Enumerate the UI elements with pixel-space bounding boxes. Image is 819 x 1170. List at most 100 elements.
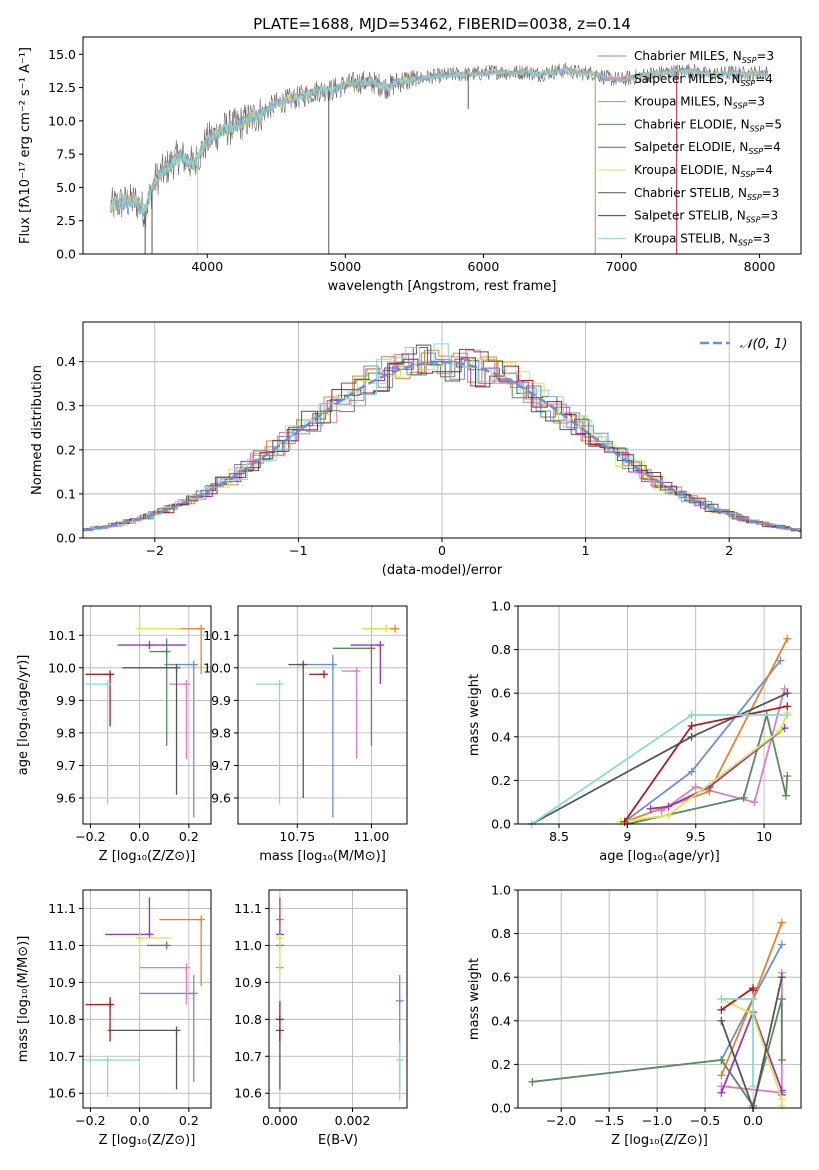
- x-tick-label: 2: [725, 543, 733, 558]
- errorbar-salpeter-miles: [341, 667, 361, 759]
- mass-vs-Z-axes: [83, 890, 211, 1108]
- gaussian-curve: [83, 360, 801, 532]
- errorbar-salpeter-elodie: [117, 641, 187, 650]
- mass-vs-EBV-points: [275, 897, 404, 1101]
- massweight-vs-Z-xlabel: Z [log₁₀(Z/Z⊙)]: [611, 1133, 708, 1148]
- errorbar-chabrier-elodie: [149, 638, 171, 746]
- legend-label: Chabrier ELODIE, NSSP=5: [634, 117, 782, 133]
- legend-label: 𝒩(0, 1): [740, 337, 787, 352]
- x-tick-label: 4000: [191, 259, 223, 274]
- errorbar-chabrier-miles: [164, 660, 198, 818]
- y-tick-label: 0.1: [56, 486, 76, 501]
- errorbar-salpeter-miles: [139, 963, 191, 1005]
- x-tick-label: −0.5: [690, 1113, 720, 1128]
- y-tick-label: 15.0: [48, 47, 76, 62]
- y-tick-label: 0.4: [56, 354, 76, 369]
- spectrum-line-chabrier-miles: [110, 66, 768, 217]
- y-tick-label: 9.6: [56, 790, 76, 805]
- histogram-chabrier-miles: [83, 352, 801, 531]
- x-tick-label: 7000: [606, 259, 638, 274]
- errorbar-salpeter-elodie: [350, 641, 385, 685]
- x-tick-label: −2.0: [546, 1113, 576, 1128]
- mass-vs-EBV-xlabel: E(B-V): [318, 1133, 358, 1148]
- y-tick-label: 9.8: [56, 725, 76, 740]
- errorbar-kroupa-elodie: [135, 934, 172, 968]
- x-tick-label: 1: [582, 543, 590, 558]
- massweight-vs-Z-frame: −2.0 −1.5 −1.0 −0.5 0.0 0.0 0.2 0.4 0.6 0.8 1.0 Z […: [467, 883, 802, 1148]
- massweight-vs-Z-axes-frame: [517, 889, 802, 1109]
- mass-vs-EBV-axes-frame: [268, 889, 408, 1109]
- y-tick-label: 10.1: [203, 628, 231, 643]
- y-tick-label: 1.0: [491, 599, 511, 614]
- y-tick-label: 9.8: [211, 725, 231, 740]
- residuals-legend: 𝒩(0, 1): [700, 337, 787, 352]
- y-tick-label: 7.5: [56, 147, 76, 162]
- y-tick-label: 10.6: [234, 1086, 262, 1101]
- y-tick-label: 0.4: [491, 1013, 511, 1028]
- spectrum-line-kroupa-stelib: [110, 67, 768, 215]
- mass-vs-Z-ylabel: mass [log₁₀(M/M⊙)]: [16, 936, 31, 1063]
- y-tick-label: 9.9: [211, 693, 231, 708]
- errorbar-kroupa-elodie: [362, 624, 391, 633]
- series-salpeter-miles: [657, 684, 789, 815]
- errorbar-chabrier-stelib: [288, 660, 308, 798]
- y-tick-label: 11.0: [234, 938, 262, 953]
- y-tick-label: 11.1: [48, 901, 76, 916]
- y-tick-label: 10.0: [48, 113, 76, 128]
- age-vs-Z-ylabel: age [log₁₀(age/yr)]: [16, 655, 31, 776]
- mass-vs-EBV-frame: 0.000 0.002 10.6 10.7 10.8 10.9 11.0 11.1 E(B-V): [234, 889, 408, 1148]
- mass-vs-Z-points: [83, 897, 206, 1097]
- age-vs-Z-xlabel: Z [log₁₀(Z/Z⊙)]: [99, 849, 196, 864]
- y-tick-label: 0.2: [491, 773, 511, 788]
- y-tick-label: 9.6: [211, 790, 231, 805]
- x-tick-label: −0.2: [75, 829, 105, 844]
- errorbar-salpeter-elodie: [105, 897, 154, 939]
- x-tick-label: 5000: [329, 259, 361, 274]
- y-tick-label: 0.8: [491, 926, 511, 941]
- y-tick-label: 10.9: [234, 975, 262, 990]
- y-tick-label: 11.0: [48, 938, 76, 953]
- errorbar-kroupa-miles: [159, 915, 206, 987]
- x-tick-label: −1.5: [594, 1113, 624, 1128]
- y-tick-label: 0.6: [491, 686, 511, 701]
- mass-vs-Z-xlabel: Z [log₁₀(Z/Z⊙)]: [99, 1133, 196, 1148]
- series-salpeter-elodie: [646, 724, 789, 813]
- y-tick-label: 0.2: [491, 1057, 511, 1072]
- y-tick-label: 9.7: [56, 758, 76, 773]
- y-tick-label: 0.3: [56, 398, 76, 413]
- errorbar-salpeter-miles: [169, 680, 191, 759]
- errorbar-chabrier-elodie: [332, 644, 376, 746]
- x-tick-label: 0.2: [179, 829, 199, 844]
- errorbar-kroupa-stelib: [395, 1041, 404, 1101]
- x-tick-label: 0.000: [262, 1113, 298, 1128]
- y-tick-label: 0.6: [491, 970, 511, 985]
- spectrum-frame: 4000 5000 6000 7000 8000 0.0 2.5 5.0 7.5 10.0 12.5…: [18, 36, 802, 294]
- y-tick-label: 10.8: [48, 1012, 76, 1027]
- series-salpeter-elodie: [717, 1008, 786, 1099]
- figure-title: PLATE=1688, MJD=53462, FIBERID=0038, z=0…: [253, 15, 631, 33]
- legend-label: Chabrier MILES, NSSP=3: [634, 49, 774, 65]
- age-vs-mass-points: [255, 624, 400, 818]
- spectrum-legend: Chabrier MILES, NSSP=3 Salpeter MILES, NS…: [598, 49, 782, 247]
- y-tick-label: 9.9: [56, 693, 76, 708]
- spectrum-ylabel: Flux [fλ10⁻¹⁷ erg cm⁻² s⁻¹ A⁻¹]: [18, 47, 33, 244]
- x-tick-label: 8.5: [549, 829, 569, 844]
- massweight-vs-Z-series: [528, 918, 786, 1112]
- errorbar-salpeter-stelib: [309, 670, 328, 679]
- y-tick-label: 10.7: [234, 1049, 262, 1064]
- x-tick-label: −1: [289, 543, 307, 558]
- y-tick-label: 10.1: [48, 628, 76, 643]
- massweight-vs-age-xlabel: age [log₁₀(age/yr)]: [599, 849, 720, 864]
- y-tick-label: 9.7: [211, 758, 231, 773]
- x-tick-label: 0.2: [179, 1113, 199, 1128]
- age-vs-mass-frame: 10.75 11.00 9.6 9.7 9.8 9.9 10.0 10.1 mass [log₁…: [203, 605, 408, 864]
- y-tick-label: 10.0: [203, 660, 231, 675]
- x-tick-label: 10.75: [279, 829, 315, 844]
- x-tick-label: 9: [623, 829, 631, 844]
- legend-label: Salpeter ELODIE, NSSP=4: [634, 140, 781, 156]
- residuals-frame: −2 −1 0 1 2 0.0 0.1 0.2 0.3 0.4 (data-model)/error…: [30, 321, 802, 578]
- x-tick-label: 6000: [468, 259, 500, 274]
- y-tick-label: 0.8: [491, 642, 511, 657]
- y-tick-label: 0.0: [56, 531, 76, 546]
